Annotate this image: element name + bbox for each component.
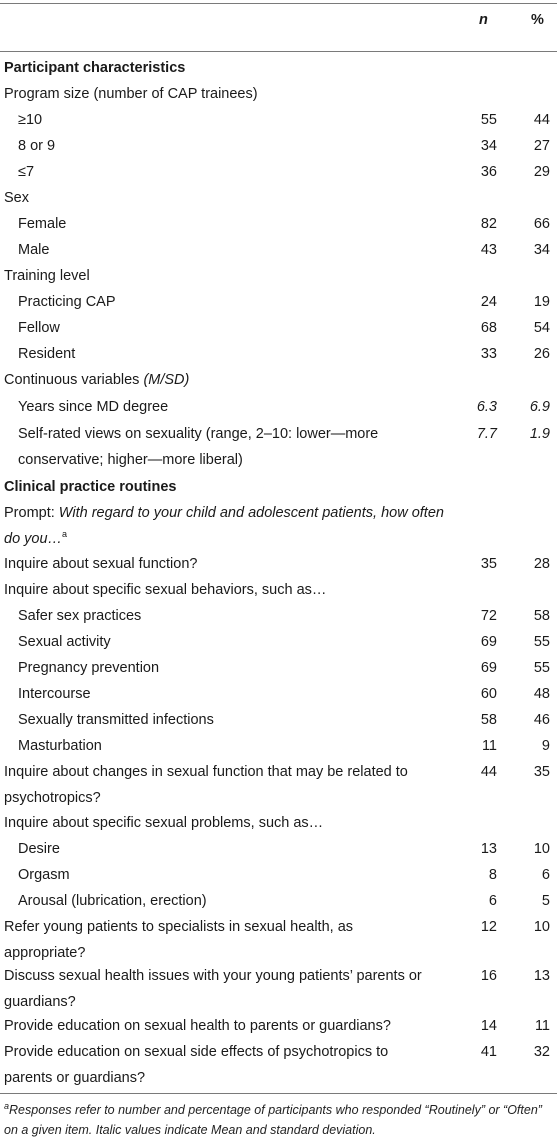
header-n: n: [479, 12, 488, 28]
section-title: Participant characteristics: [4, 60, 186, 76]
row-percent: 6: [541, 867, 550, 883]
row-label: Arousal (lubrication, erection): [18, 893, 207, 909]
row-n: 41: [480, 1044, 497, 1060]
row-percent: 34: [533, 242, 550, 258]
row-n: 11: [481, 738, 497, 754]
row-sd: 1.9: [529, 426, 550, 442]
row-percent: 27: [533, 138, 550, 154]
row-n: 69: [480, 660, 497, 676]
row-percent: 29: [533, 164, 550, 180]
row-n: 68: [480, 320, 497, 336]
group-label: Program size (number of CAP trainees): [4, 86, 258, 102]
row-n: 13: [480, 841, 497, 857]
prompt-italic: With regard to your child and adolescent…: [4, 505, 444, 547]
row-label: Provide education on sexual side effects…: [4, 1044, 389, 1086]
row-n: 69: [480, 634, 497, 650]
row-n: 33: [480, 346, 497, 362]
row-sd: 6.9: [529, 399, 550, 415]
row-n: 12: [480, 919, 497, 935]
top-rule: [0, 3, 557, 4]
row-label: Inquire about sexual function?: [4, 556, 198, 572]
row-percent: 66: [533, 216, 550, 232]
row-percent: 11: [534, 1018, 550, 1034]
row-label: Male: [18, 242, 50, 258]
row-mean: 6.3: [476, 399, 497, 415]
row-label: Desire: [18, 841, 60, 857]
row-percent: 54: [533, 320, 550, 336]
row-n: 16: [480, 968, 497, 984]
row-label: Pregnancy prevention: [18, 660, 160, 676]
group-label: Sex: [4, 190, 29, 206]
row-percent: 58: [533, 608, 550, 624]
row-label: ≤7: [18, 164, 35, 180]
row-percent: 35: [533, 764, 550, 780]
header-percent: %: [531, 12, 544, 28]
row-n: 43: [480, 242, 497, 258]
section-title: Clinical practice routines: [4, 479, 177, 495]
row-n: 6: [488, 893, 497, 909]
row-percent: 13: [533, 968, 550, 984]
group-label: Training level: [4, 268, 90, 284]
row-percent: 44: [533, 112, 550, 128]
footnote-marker: a: [4, 1100, 10, 1111]
row-label: Sexual activity: [18, 634, 111, 650]
row-label: Refer young patients to specialists in s…: [4, 919, 354, 961]
footnote-marker: a: [62, 529, 68, 540]
row-percent: 9: [541, 738, 550, 754]
row-n: 72: [480, 608, 497, 624]
row-percent: 10: [533, 919, 550, 935]
row-percent: 55: [533, 660, 550, 676]
row-label: Discuss sexual health issues with your y…: [4, 968, 422, 1010]
row-label: Self-rated views on sexuality (range, 2–…: [18, 426, 379, 468]
footnote-text: Responses refer to number and percentage…: [4, 1103, 542, 1137]
row-n: 55: [480, 112, 497, 128]
row-n: 24: [480, 294, 497, 310]
prompt-text: Prompt: With regard to your child and ad…: [4, 500, 444, 552]
row-label: Inquire about changes in sexual function…: [4, 764, 408, 806]
row-label: Practicing CAP: [18, 294, 116, 310]
row-n: 44: [480, 764, 497, 780]
row-label: Fellow: [18, 320, 60, 336]
row-n: 14: [480, 1018, 497, 1034]
row-label: Safer sex practices: [18, 608, 142, 624]
row-label: 8 or 9: [18, 138, 56, 154]
row-percent: 26: [533, 346, 550, 362]
row-n: 36: [480, 164, 497, 180]
group-label: Inquire about specific sexual problems, …: [4, 815, 324, 831]
row-percent: 55: [533, 634, 550, 650]
row-mean: 7.7: [476, 426, 497, 442]
table-footnote: aResponses refer to number and percentag…: [4, 1100, 552, 1140]
row-label: Sexually transmitted infections: [18, 712, 214, 728]
row-percent: 28: [533, 556, 550, 572]
row-label: Masturbation: [18, 738, 102, 754]
row-n: 8: [488, 867, 497, 883]
row-label: Years since MD degree: [18, 399, 169, 415]
group-label: Continuous variables (M/SD): [4, 367, 189, 393]
row-n: 35: [480, 556, 497, 572]
row-percent: 10: [533, 841, 550, 857]
row-n: 82: [480, 216, 497, 232]
row-label: Female: [18, 216, 67, 232]
row-label: Resident: [18, 346, 76, 362]
row-percent: 5: [541, 893, 550, 909]
row-percent: 48: [533, 686, 550, 702]
row-percent: 19: [533, 294, 550, 310]
header-rule: [0, 51, 557, 52]
continuous-italic: (M/SD): [143, 372, 190, 388]
row-n: 34: [480, 138, 497, 154]
group-label: Inquire about specific sexual behaviors,…: [4, 582, 327, 598]
row-n: 60: [480, 686, 497, 702]
row-label: Provide education on sexual health to pa…: [4, 1018, 391, 1034]
row-label: Orgasm: [18, 867, 70, 883]
row-percent: 46: [533, 712, 550, 728]
row-label: ≥10: [18, 112, 43, 128]
row-n: 58: [480, 712, 497, 728]
prompt-prefix: Prompt:: [4, 505, 59, 521]
bottom-rule: [0, 1093, 557, 1094]
row-label: Intercourse: [18, 686, 91, 702]
continuous-text: Continuous variables: [4, 372, 144, 388]
row-percent: 32: [533, 1044, 550, 1060]
